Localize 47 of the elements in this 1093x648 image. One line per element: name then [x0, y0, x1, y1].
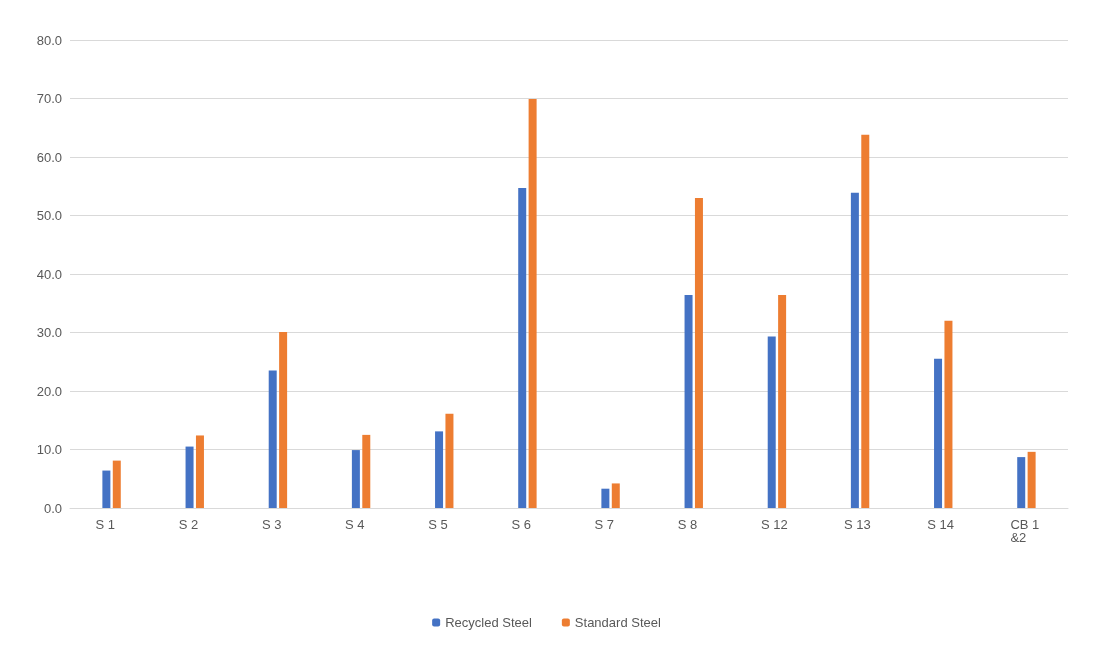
x-tick-label: S 1: [95, 517, 116, 532]
x-tick-label: S 12: [760, 517, 788, 532]
y-tick-label: 70.0: [36, 91, 62, 106]
bar: [102, 470, 111, 508]
bar: [850, 192, 859, 508]
bar: [518, 188, 527, 508]
y-tick-label: 20.0: [36, 383, 62, 399]
x-tick-label: S 5: [428, 517, 448, 532]
bar: [279, 331, 288, 508]
bar: [944, 320, 953, 508]
bar: [351, 450, 360, 508]
y-tick-label: 40.0: [36, 266, 62, 282]
bar: [861, 134, 870, 508]
x-tick-label: S 8: [677, 517, 698, 532]
legend-label: Recycled Steel: [445, 615, 532, 630]
y-tick-label: 30.0: [36, 325, 62, 340]
bar: [195, 435, 204, 508]
bar: [268, 370, 277, 508]
bar: [1017, 457, 1026, 508]
x-tick-label: S 3: [261, 517, 282, 532]
x-tick-label: CB 1&2: [1010, 517, 1040, 545]
x-tick-label: S 13: [844, 517, 871, 532]
bar: [767, 336, 776, 508]
x-tick-label: S 14: [927, 517, 954, 532]
bar: [684, 295, 693, 508]
y-tick-label: 50.0: [36, 208, 62, 223]
bar: [694, 197, 703, 508]
bar: [528, 99, 537, 508]
bar: [601, 488, 610, 508]
y-tick-label: 60.0: [36, 149, 62, 165]
y-tick-label: 80.0: [36, 32, 62, 48]
bar: [934, 358, 943, 508]
bar: [611, 483, 620, 508]
legend-label: Standard Steel: [574, 615, 661, 630]
bar: [185, 446, 194, 508]
bar: [362, 434, 371, 508]
bar: [1027, 451, 1036, 508]
y-tick-label: 0.0: [43, 500, 62, 516]
bar: [445, 413, 454, 508]
bar: [778, 295, 787, 508]
x-tick-label: S 6: [511, 517, 531, 532]
bar: [435, 431, 444, 508]
x-tick-label: S 2: [178, 517, 199, 532]
x-tick-label: S 7: [594, 517, 615, 532]
x-tick-label: S 4: [345, 517, 365, 532]
bar: [112, 460, 121, 508]
y-tick-label: 10.0: [36, 442, 62, 457]
